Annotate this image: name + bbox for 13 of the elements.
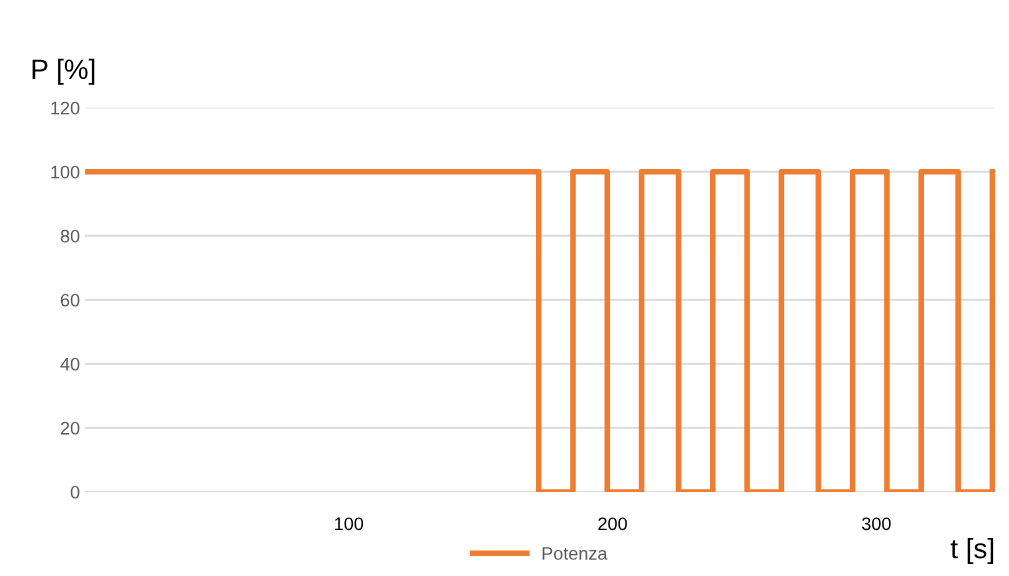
- y-tick-label: 100: [51, 165, 80, 179]
- y-axis-title: P [%]: [32, 58, 95, 85]
- y-tick-label: 120: [51, 101, 80, 115]
- x-tick-label: 100: [335, 517, 364, 531]
- y-tick-label: 80: [60, 229, 80, 243]
- y-tick-label: 60: [60, 293, 80, 307]
- legend-label: Potenza: [542, 547, 608, 560]
- y-tick-label: 20: [60, 421, 80, 435]
- x-axis-title: t [s]: [950, 538, 994, 564]
- x-tick-label: 200: [598, 517, 627, 531]
- y-tick-label: 0: [70, 485, 80, 499]
- x-tick-label: 300: [861, 517, 891, 531]
- y-tick-label: 40: [60, 357, 80, 371]
